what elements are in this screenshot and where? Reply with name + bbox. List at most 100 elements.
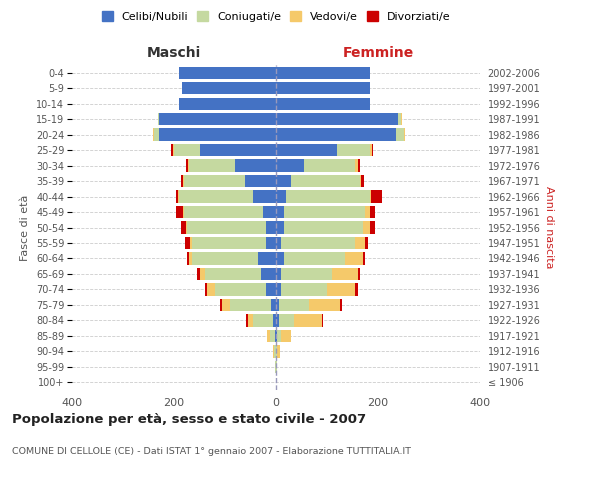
Bar	[284, 222, 362, 234]
Bar	[266, 237, 276, 249]
Bar	[223, 298, 230, 311]
Bar	[358, 268, 360, 280]
Bar	[276, 160, 304, 172]
Bar	[199, 144, 276, 156]
Bar	[199, 268, 205, 280]
Bar	[276, 268, 281, 280]
Bar	[248, 314, 253, 326]
Bar	[355, 160, 358, 172]
Bar	[190, 160, 235, 172]
Bar	[355, 237, 365, 249]
Bar	[258, 252, 276, 264]
Bar	[205, 283, 207, 296]
Bar	[276, 175, 292, 188]
Bar	[276, 314, 278, 326]
Bar	[185, 237, 190, 249]
Bar	[270, 330, 275, 342]
Bar	[370, 144, 372, 156]
Bar	[181, 222, 186, 234]
Bar	[304, 160, 355, 172]
Bar	[158, 113, 276, 126]
Bar	[276, 82, 370, 94]
Bar	[294, 314, 322, 326]
Bar	[358, 160, 360, 172]
Bar	[284, 206, 365, 218]
Bar	[178, 190, 179, 202]
Bar	[276, 144, 337, 156]
Bar	[276, 98, 370, 110]
Bar	[309, 298, 340, 311]
Bar	[186, 160, 188, 172]
Bar	[207, 283, 215, 296]
Text: Maschi: Maschi	[147, 46, 201, 60]
Bar	[281, 283, 327, 296]
Bar	[174, 144, 199, 156]
Bar	[245, 175, 276, 188]
Text: COMUNE DI CELLOLE (CE) - Dati ISTAT 1° gennaio 2007 - Elaborazione TUTTITALIA.IT: COMUNE DI CELLOLE (CE) - Dati ISTAT 1° g…	[12, 448, 411, 456]
Bar	[398, 113, 401, 126]
Bar	[192, 252, 258, 264]
Bar	[365, 237, 368, 249]
Bar	[176, 190, 178, 202]
Bar	[179, 190, 253, 202]
Bar	[220, 298, 223, 311]
Y-axis label: Anni di nascita: Anni di nascita	[544, 186, 554, 269]
Bar	[278, 314, 294, 326]
Bar	[370, 222, 376, 234]
Bar	[197, 268, 199, 280]
Bar	[276, 252, 284, 264]
Bar	[266, 222, 276, 234]
Bar	[277, 330, 281, 342]
Bar	[263, 206, 276, 218]
Bar	[276, 113, 398, 126]
Bar	[355, 283, 358, 296]
Bar	[332, 268, 358, 280]
Bar	[186, 222, 187, 234]
Legend: Celibi/Nubili, Coniugati/e, Vedovi/e, Divorziati/e: Celibi/Nubili, Coniugati/e, Vedovi/e, Di…	[98, 8, 454, 25]
Bar	[322, 314, 323, 326]
Bar	[276, 298, 278, 311]
Y-axis label: Fasce di età: Fasce di età	[20, 194, 31, 260]
Bar	[172, 144, 173, 156]
Bar	[337, 144, 370, 156]
Bar	[268, 330, 270, 342]
Bar	[277, 345, 280, 358]
Bar	[276, 128, 396, 141]
Bar	[276, 283, 281, 296]
Bar	[190, 252, 192, 264]
Text: Femmine: Femmine	[343, 46, 413, 60]
Bar	[276, 222, 284, 234]
Bar	[192, 237, 266, 249]
Bar	[345, 252, 363, 264]
Bar	[360, 175, 361, 188]
Bar	[340, 298, 342, 311]
Bar	[281, 268, 332, 280]
Bar	[372, 144, 373, 156]
Bar	[276, 237, 281, 249]
Bar	[253, 314, 274, 326]
Bar	[370, 190, 371, 202]
Bar	[362, 222, 370, 234]
Bar	[281, 237, 355, 249]
Bar	[371, 190, 382, 202]
Bar	[274, 314, 276, 326]
Bar	[292, 175, 360, 188]
Bar	[181, 175, 183, 188]
Bar	[276, 345, 277, 358]
Bar	[370, 206, 376, 218]
Bar	[275, 330, 276, 342]
Bar	[184, 206, 263, 218]
Bar	[266, 283, 276, 296]
Text: Popolazione per età, sesso e stato civile - 2007: Popolazione per età, sesso e stato civil…	[12, 412, 366, 426]
Bar	[362, 252, 365, 264]
Bar	[152, 128, 154, 141]
Bar	[154, 128, 158, 141]
Bar	[179, 98, 276, 110]
Bar	[188, 160, 190, 172]
Bar	[235, 160, 276, 172]
Bar	[253, 190, 276, 202]
Bar	[327, 283, 355, 296]
Bar	[179, 66, 276, 79]
Bar	[278, 298, 309, 311]
Bar	[276, 206, 284, 218]
